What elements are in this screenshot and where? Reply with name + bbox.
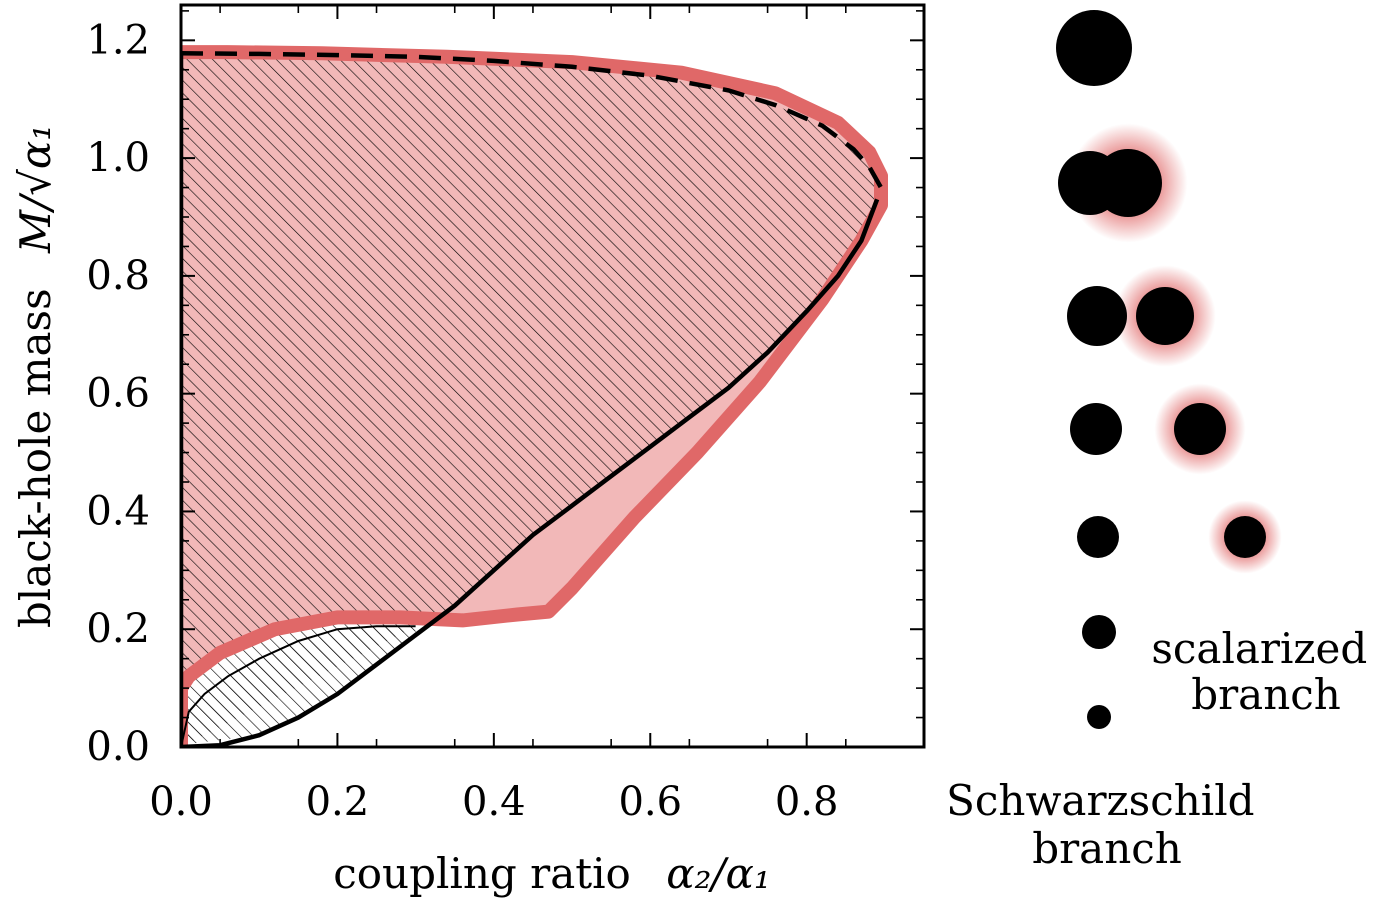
x-tick-label: 0.8 (775, 779, 839, 825)
y-tick-label: 0.2 (86, 606, 150, 652)
y-axis-title: black-hole mass M/√α₁ (11, 124, 60, 628)
scalarized-black-hole (1224, 516, 1266, 558)
x-tick-label: 0.0 (149, 779, 213, 825)
series-outline-red (181, 45, 888, 747)
legend-label-schwarzschild-line-2: branch (1032, 824, 1182, 873)
schwarzschild-black-hole (1056, 10, 1132, 86)
y-tick-label: 0.0 (86, 724, 150, 770)
legend-label-scalarized: scalarized branch (1151, 624, 1380, 719)
x-axis-title-math: α₂/α₁ (666, 849, 771, 898)
series-black-solid (181, 198, 880, 747)
x-tick-label: 0.4 (462, 779, 526, 825)
schwarzschild-black-hole (1082, 615, 1116, 649)
series-lower-boundary (181, 625, 416, 747)
schwarzschild-black-hole (1058, 151, 1122, 215)
y-tick-label: 1.0 (86, 135, 150, 181)
legend-label-schwarzschild: Schwarzschild branch (946, 776, 1268, 873)
axis-ticks (180, 5, 924, 748)
x-tick-label: 0.2 (306, 779, 370, 825)
y-axis-title-math: M/√α₁ (11, 124, 60, 254)
schwarzschild-black-hole (1067, 286, 1127, 346)
y-tick-label: 0.4 (86, 488, 150, 534)
legend-label-scalarized-line-2: branch (1191, 670, 1341, 719)
x-axis-title: coupling ratio α₂/α₁ (333, 849, 771, 898)
series-black-dashed (181, 51, 883, 189)
legend (1056, 10, 1282, 729)
legend-label-scalarized-line-1: scalarized (1151, 624, 1367, 673)
schwarzschild-black-hole (1077, 516, 1119, 558)
x-axis-title-text: coupling ratio (333, 849, 631, 898)
plot-area (181, 45, 888, 747)
scalarized-black-hole (1136, 287, 1194, 345)
tick-labels: 0.0 0.2 0.4 0.6 0.8 0.0 0.2 0.4 0.6 0.8 1.0 1.2 (86, 17, 838, 825)
y-axis-title-text: black-hole mass (11, 288, 60, 628)
y-tick-label: 1.2 (86, 17, 150, 63)
schwarzschild-black-hole (1070, 403, 1122, 455)
y-tick-label: 0.8 (86, 253, 150, 299)
hatched-lobe (181, 626, 416, 747)
x-tick-label: 0.6 (618, 779, 682, 825)
scalarized-black-hole (1174, 403, 1226, 455)
hatched-region (181, 53, 881, 747)
legend-label-schwarzschild-line-1: Schwarzschild (946, 776, 1254, 825)
y-tick-label: 0.6 (86, 371, 150, 417)
schwarzschild-black-hole (1087, 705, 1111, 729)
plot-frame (179, 3, 926, 749)
